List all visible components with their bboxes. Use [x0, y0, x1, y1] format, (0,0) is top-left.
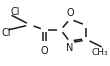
- Text: Cl: Cl: [1, 28, 11, 38]
- Text: N: N: [66, 43, 74, 53]
- Text: Cl: Cl: [11, 7, 20, 16]
- Text: O: O: [41, 46, 48, 56]
- Text: O: O: [66, 8, 74, 18]
- Text: CH₃: CH₃: [91, 48, 108, 57]
